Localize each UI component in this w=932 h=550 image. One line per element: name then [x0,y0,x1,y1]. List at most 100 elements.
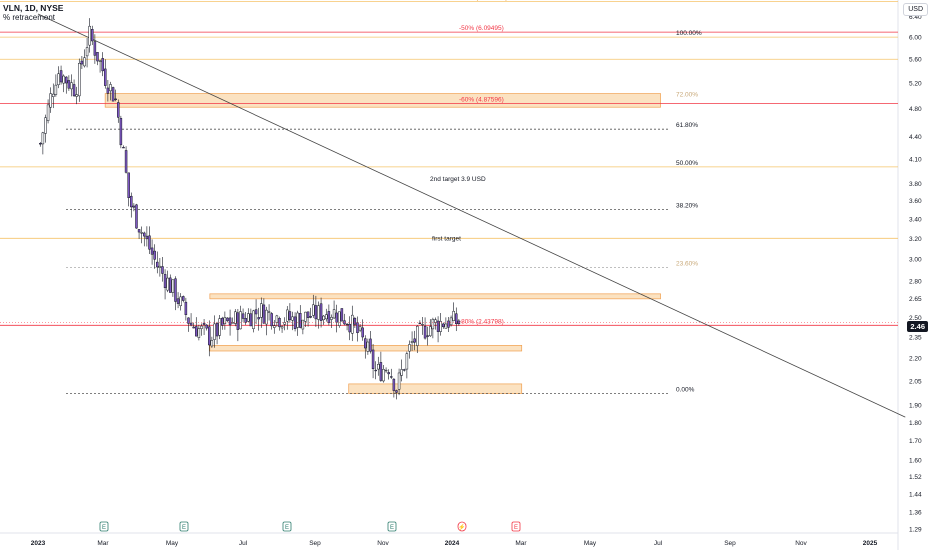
event-marker-1[interactable]: E [179,521,189,532]
svg-text:E: E [390,525,394,531]
candle-body [114,98,117,100]
candle-body [195,326,198,337]
event-marker-5[interactable]: E [511,521,521,532]
candle-body [392,378,396,391]
candle-body [91,29,94,42]
candle-body [384,369,388,372]
fib-label-0: -45% (6.704495) [459,0,507,2]
candle-body [291,316,294,321]
candle-body [397,372,401,390]
candle-body [200,325,203,329]
candle-body [145,235,149,240]
candle-body [332,309,336,319]
candle-body [439,321,442,332]
candle-body [330,317,333,320]
symbol-title: VLN, 1D, NYSE [3,3,64,13]
y-tick-label-2: 5.60 [909,57,922,64]
x-tick-label-10: Sep [724,540,736,547]
candle-body [241,313,245,319]
candle-body [231,322,234,324]
candle-body [41,132,45,145]
candle-body [88,25,91,46]
candle-body [361,327,364,338]
candle-body [153,250,156,260]
candle-body [273,325,276,328]
candle-body [106,87,110,94]
fib-label-10: 23.60% [676,261,698,268]
candle-body [280,326,284,329]
candle-body [257,317,260,320]
event-marker-2[interactable]: E [282,521,292,532]
candle-body [317,305,320,320]
currency-badge[interactable]: USD [903,3,928,16]
candle-body [52,93,55,97]
candle-body [137,229,141,233]
fib-label-8: 38.20% [676,203,698,210]
candle-body [447,320,450,328]
candle-body [210,340,214,347]
event-marker-0[interactable]: E [99,521,109,532]
candle-body [366,341,370,352]
candle-body [356,322,359,334]
candle-body [369,338,372,352]
candle-body [288,311,292,321]
candle-body [130,195,133,208]
candle-body [109,84,112,92]
candle-body [221,317,224,326]
trend-line [37,13,906,418]
y-tick-label-11: 3.00 [909,256,922,263]
y-tick-label-6: 4.10 [909,156,922,163]
candle-body [166,277,169,291]
y-tick-label-18: 1.90 [909,403,922,410]
candle-body [309,316,312,318]
candle-body [374,369,377,372]
fib-label-7: 50.00% [676,160,698,167]
candle-body [117,102,120,118]
candle-body [267,311,271,313]
x-tick-label-8: May [584,540,597,547]
candle-body [205,324,208,329]
candle-body [335,312,338,323]
candle-body [319,303,323,321]
candle-body [163,274,167,289]
candle-body [442,323,445,328]
x-tick-label-0: 2023 [31,540,46,547]
candle-body [65,76,68,84]
candle-body [234,311,237,324]
candle-body [387,372,390,375]
event-marker-3[interactable]: E [387,521,397,532]
candle-body [223,317,227,324]
candle-body [202,322,206,325]
candle-body [93,41,97,56]
candle-body [418,322,422,325]
candle-body [132,205,136,208]
candle-body [197,328,201,338]
fib-label-2: 100.00% [676,30,702,37]
candle-body [327,311,331,323]
y-tick-label-0: 6.40 [909,14,922,21]
candle-body [184,301,188,315]
candle-body [345,323,349,326]
svg-text:E: E [514,525,518,531]
candle-body [304,311,307,322]
annotation-1: first target [432,235,461,242]
candle-body [215,323,219,337]
y-tick-label-16: 2.20 [909,356,922,363]
event-marker-4[interactable]: ⚡ [457,521,467,532]
x-tick-label-2: May [166,540,179,547]
candle-body [46,104,50,121]
candle-body [101,58,104,72]
candle-body [249,313,253,327]
candle-body [429,326,432,337]
candle-body [213,323,216,340]
y-tick-label-14: 2.50 [909,315,922,322]
candle-body [265,309,268,325]
candle-body [410,341,414,344]
y-tick-label-24: 1.36 [909,510,922,517]
y-tick-label-17: 2.05 [909,378,922,385]
candle-body [239,311,242,330]
candle-body [358,326,362,331]
candle-body [254,309,258,315]
fib-label-6: 61.80% [676,122,698,129]
